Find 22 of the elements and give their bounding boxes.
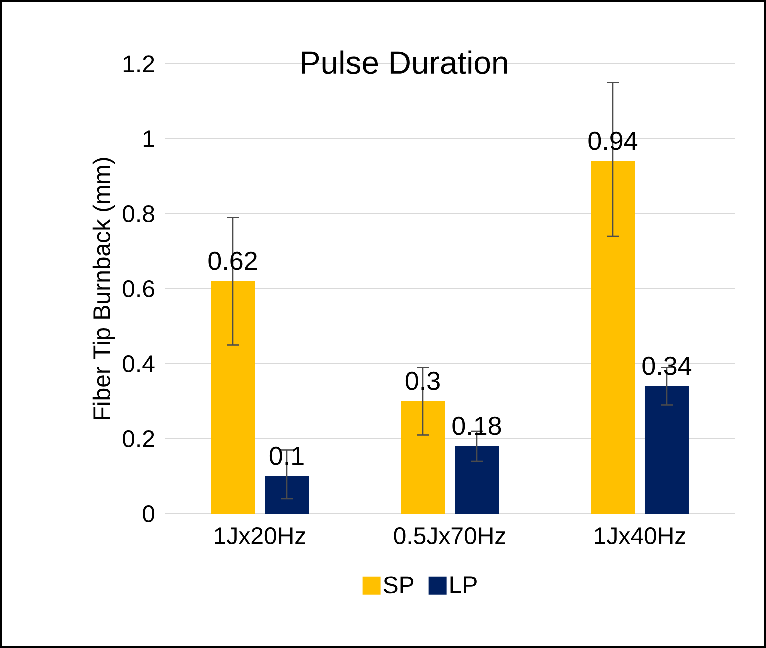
bar (401, 401, 445, 514)
y-tick-label: 1.2 (124, 56, 154, 72)
bar (211, 281, 255, 514)
y-tick-label: 1 (144, 130, 154, 148)
bar (265, 476, 310, 514)
x-tick-label: 1Jx20Hz (215, 528, 306, 545)
bar (455, 446, 499, 514)
legend-label: SP (384, 576, 414, 594)
legend-label: LP (450, 576, 477, 594)
y-tick-label: 0 (143, 506, 155, 522)
y-axis-title: Fiber Tip Burnback (mm) (92, 158, 116, 420)
y-tick-label: 0.6 (123, 280, 154, 298)
y-tick-label: 0.2 (123, 430, 154, 448)
bar (591, 161, 635, 514)
x-tick-label: 0.5Jx70Hz (394, 528, 506, 545)
bar (644, 386, 689, 514)
data-label: 0.18 (452, 416, 502, 436)
data-label: 0.34 (642, 356, 692, 376)
x-tick-label: 1Jx40Hz (595, 528, 686, 545)
chart-title: Pulse Duration (302, 50, 508, 74)
y-tick-label: 0.4 (123, 356, 155, 372)
y-tick-label: 0.8 (123, 206, 154, 222)
